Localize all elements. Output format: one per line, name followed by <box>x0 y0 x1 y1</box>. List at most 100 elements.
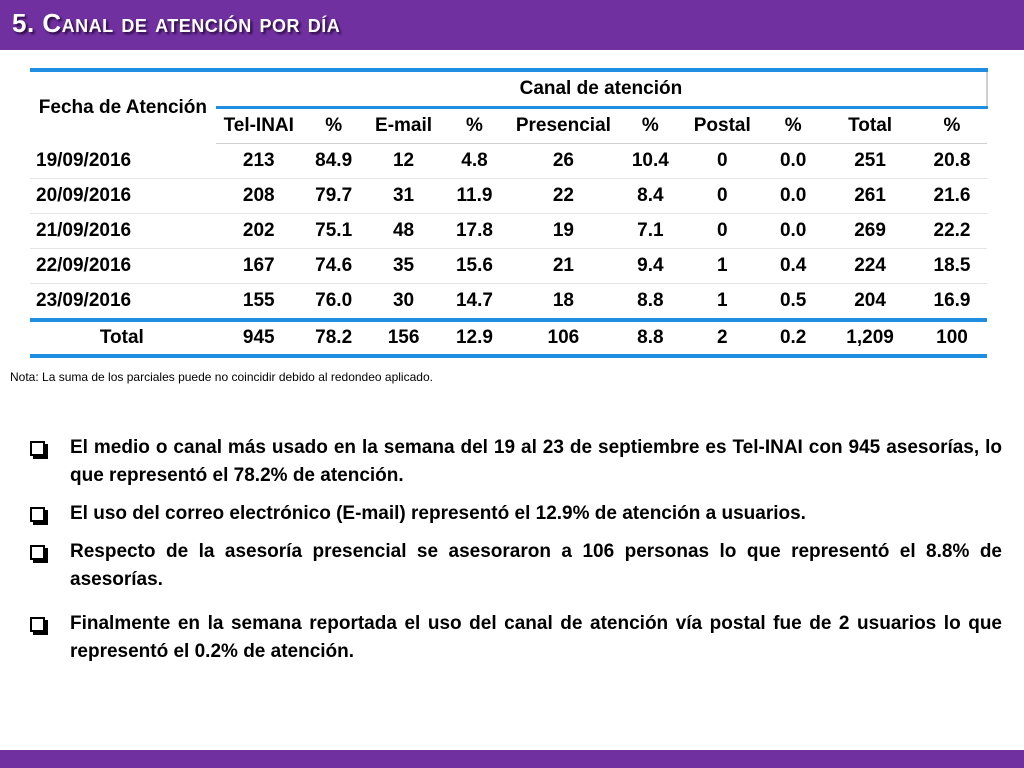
total-cell: 1,209 <box>823 318 917 358</box>
bottom-bar <box>0 750 1024 768</box>
table-cell: 0.4 <box>763 248 824 284</box>
bullet-text: El uso del correo electrónico (E-mail) r… <box>70 503 806 524</box>
table-cell: 21 <box>507 248 620 284</box>
table-cell: 10.4 <box>619 143 682 179</box>
total-cell: 8.8 <box>619 318 682 358</box>
total-cell: 156 <box>365 318 442 358</box>
total-cell: 0.2 <box>763 318 824 358</box>
bullet-item: El medio o canal más usado en la semana … <box>30 434 1002 490</box>
table-cell: 20.8 <box>917 143 987 179</box>
table-cell: 155 <box>215 283 302 321</box>
table-cell: 0.5 <box>763 283 824 321</box>
table-row: 23/09/2016 155 76.0 30 14.7 18 8.8 1 0.5… <box>30 283 987 321</box>
table-cell: 35 <box>365 248 442 284</box>
total-cell: 12.9 <box>441 318 508 358</box>
table-cell: 16.9 <box>917 283 987 321</box>
table-cell: 74.6 <box>301 248 366 284</box>
table-cell: 26 <box>507 143 620 179</box>
table-cell: 1 <box>681 248 764 284</box>
column-header: Presencial <box>507 107 620 144</box>
table-cell: 31 <box>365 178 442 214</box>
total-row: Total 945 78.2 156 12.9 106 8.8 2 0.2 1,… <box>30 318 987 358</box>
bullet-text: Respecto de la asesoría presencial se as… <box>70 541 1002 590</box>
title-bar: 5. Canal de atención por día <box>0 0 1024 50</box>
table-cell: 12 <box>365 143 442 179</box>
checkbox-bullet-icon <box>30 545 45 560</box>
bullet-list: El medio o canal más usado en la semana … <box>30 434 1002 676</box>
column-header: % <box>301 107 366 144</box>
table-cell: 79.7 <box>301 178 366 214</box>
table-header-row-2: Tel-INAI % E-mail % Presencial % Postal … <box>30 107 987 144</box>
column-header: % <box>441 107 508 144</box>
table-cell: 17.8 <box>441 213 508 249</box>
column-header: Tel-INAI <box>215 107 302 144</box>
table-cell: 224 <box>823 248 917 284</box>
table-cell: 167 <box>215 248 302 284</box>
table-cell: 208 <box>215 178 302 214</box>
date-cell: 23/09/2016 <box>30 283 216 321</box>
date-cell: 22/09/2016 <box>30 248 216 284</box>
table-cell: 15.6 <box>441 248 508 284</box>
table-row: 22/09/2016 167 74.6 35 15.6 21 9.4 1 0.4… <box>30 248 987 284</box>
table-cell: 11.9 <box>441 178 508 214</box>
column-header: % <box>619 107 682 144</box>
column-header: % <box>763 107 824 144</box>
table-cell: 204 <box>823 283 917 321</box>
bullet-item: El uso del correo electrónico (E-mail) r… <box>30 500 1002 528</box>
column-header: % <box>917 107 987 144</box>
checkbox-bullet-icon <box>30 507 45 522</box>
table-cell: 0 <box>681 143 764 179</box>
table-cell: 22.2 <box>917 213 987 249</box>
canal-group-header: Canal de atención <box>215 68 989 109</box>
table-cell: 21.6 <box>917 178 987 214</box>
table-cell: 76.0 <box>301 283 366 321</box>
table-cell: 202 <box>215 213 302 249</box>
date-cell: 20/09/2016 <box>30 178 216 214</box>
table-cell: 8.4 <box>619 178 682 214</box>
checkbox-bullet-icon <box>30 617 45 632</box>
table-cell: 19 <box>507 213 620 249</box>
table-header-row-1: Fecha de Atención Canal de atención <box>30 68 989 144</box>
fecha-header: Fecha de Atención <box>30 68 216 144</box>
table-cell: 213 <box>215 143 302 179</box>
total-cell: 2 <box>681 318 764 358</box>
table-cell: 18 <box>507 283 620 321</box>
table-cell: 7.1 <box>619 213 682 249</box>
table-cell: 48 <box>365 213 442 249</box>
table-cell: 0 <box>681 213 764 249</box>
column-header: Total <box>823 107 917 144</box>
table-cell: 0.0 <box>763 143 824 179</box>
date-cell: 21/09/2016 <box>30 213 216 249</box>
table-row: 19/09/2016 213 84.9 12 4.8 26 10.4 0 0.0… <box>30 143 987 179</box>
bullet-item: Respecto de la asesoría presencial se as… <box>30 538 1002 594</box>
column-header: E-mail <box>365 107 442 144</box>
total-cell: 100 <box>917 318 987 358</box>
table-cell: 4.8 <box>441 143 508 179</box>
table-row: 20/09/2016 208 79.7 31 11.9 22 8.4 0 0.0… <box>30 178 987 214</box>
attention-channel-table: Fecha de Atención Canal de atención Tel-… <box>30 68 989 358</box>
table-cell: 30 <box>365 283 442 321</box>
table-cell: 0.0 <box>763 178 824 214</box>
table-cell: 251 <box>823 143 917 179</box>
table-cell: 75.1 <box>301 213 366 249</box>
bullet-text: Finalmente en la semana reportada el uso… <box>70 613 1002 662</box>
table-cell: 14.7 <box>441 283 508 321</box>
column-header: Postal <box>681 107 764 144</box>
slide-title: 5. Canal de atención por día <box>12 8 341 38</box>
table-cell: 1 <box>681 283 764 321</box>
total-label: Total <box>30 318 216 358</box>
bullet-text: El medio o canal más usado en la semana … <box>70 437 1002 486</box>
table-cell: 0 <box>681 178 764 214</box>
table-cell: 261 <box>823 178 917 214</box>
checkbox-bullet-icon <box>30 441 45 456</box>
table-cell: 84.9 <box>301 143 366 179</box>
table-row: 21/09/2016 202 75.1 48 17.8 19 7.1 0 0.0… <box>30 213 987 249</box>
table-cell: 0.0 <box>763 213 824 249</box>
total-cell: 106 <box>507 318 620 358</box>
total-cell: 945 <box>215 318 302 358</box>
total-cell: 78.2 <box>301 318 366 358</box>
table-cell: 18.5 <box>917 248 987 284</box>
table-cell: 269 <box>823 213 917 249</box>
date-cell: 19/09/2016 <box>30 143 216 179</box>
bullet-item: Finalmente en la semana reportada el uso… <box>30 610 1002 666</box>
